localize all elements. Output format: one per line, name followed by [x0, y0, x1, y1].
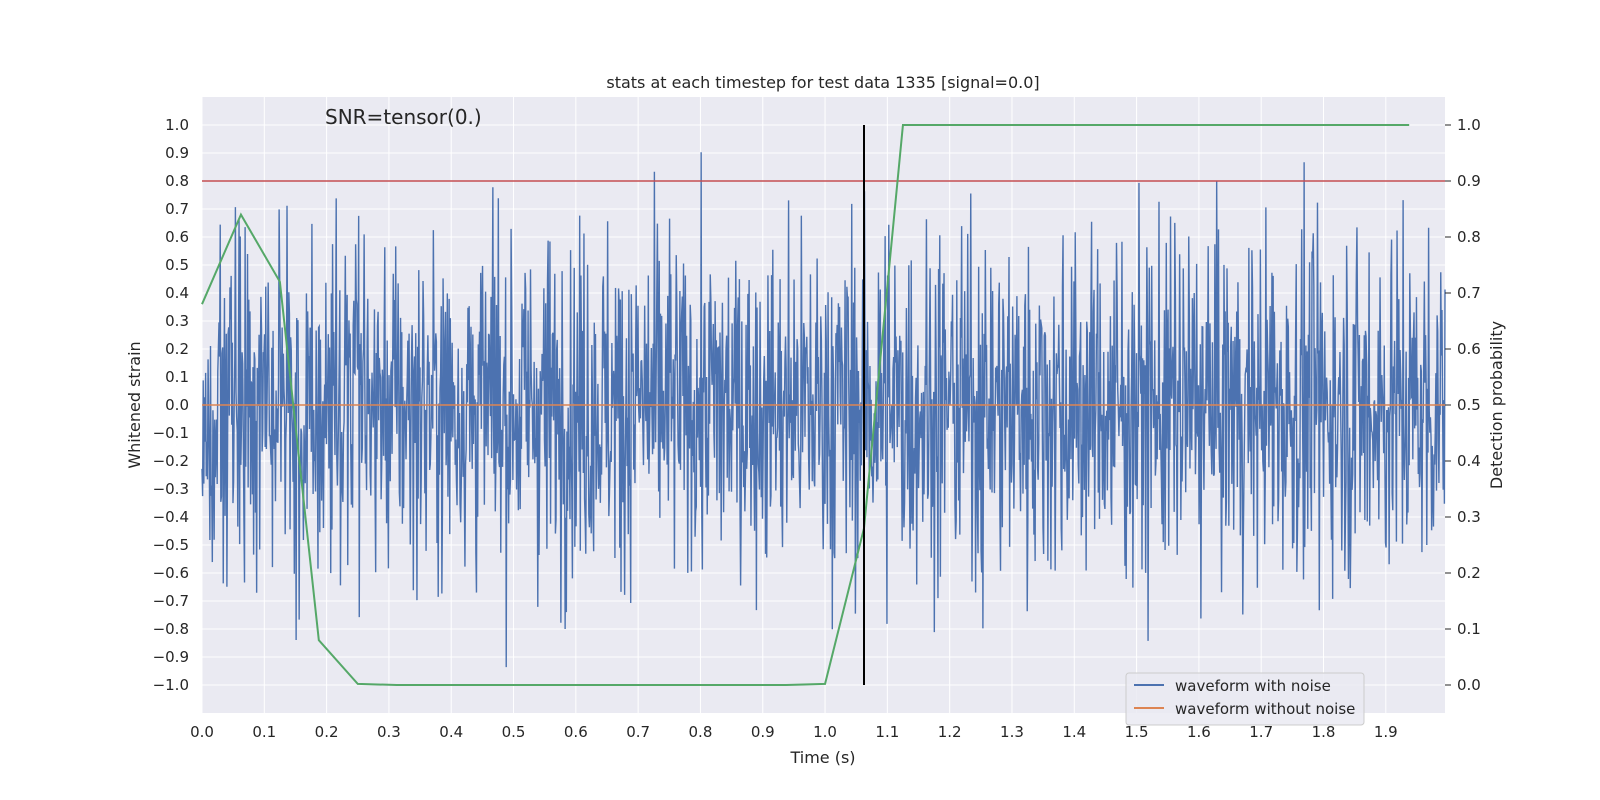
y2-tick-label: 0.7 — [1457, 284, 1481, 302]
x-tick-label: 0.0 — [190, 723, 214, 741]
series-waveform-with-noise — [201, 152, 1446, 668]
x-tick-label: 1.5 — [1125, 723, 1149, 741]
x-tick-label: 1.9 — [1374, 723, 1398, 741]
x-tick-label: 1.7 — [1249, 723, 1273, 741]
y2-tick-labels: 0.0 0.1 0.2 0.3 0.4 0.5 0.6 0.7 0.8 0.9 1.0 — [1445, 116, 1481, 694]
y-tick-label: −0.6 — [153, 564, 189, 582]
y2-tick-label: 0.4 — [1457, 452, 1481, 470]
y-tick-label: 0.1 — [165, 368, 189, 386]
y2-tick-label: 0.6 — [1457, 340, 1481, 358]
y-tick-label: 0.3 — [165, 312, 189, 330]
series-detection-probability — [201, 124, 1410, 686]
legend-box — [1125, 672, 1365, 726]
y-tick-label: 0.2 — [165, 340, 189, 358]
legend-label-without-noise: waveform without noise — [1175, 700, 1355, 718]
y2-tick-label: 0.8 — [1457, 228, 1481, 246]
y-tick-label: 0.4 — [165, 284, 189, 302]
y-tick-label: −0.9 — [153, 648, 189, 666]
x-tick-label: 1.0 — [813, 723, 837, 741]
x-tick-label: 1.3 — [1000, 723, 1024, 741]
y-tick-label: −0.4 — [153, 508, 189, 526]
y2-tick-label: 0.2 — [1457, 564, 1481, 582]
y-tick-label: 0.5 — [165, 256, 189, 274]
y2-tick-label: 0.3 — [1457, 508, 1481, 526]
x-tick-label: 0.2 — [315, 723, 339, 741]
y-tick-label: 0.6 — [165, 228, 189, 246]
y-tick-label: 0.7 — [165, 200, 189, 218]
y-tick-label: −0.2 — [153, 452, 189, 470]
y2-tick-label: 0.9 — [1457, 172, 1481, 190]
y-tick-label: −0.8 — [153, 620, 189, 638]
y-tick-label: 0.0 — [165, 396, 189, 414]
x-tick-label: 0.1 — [252, 723, 276, 741]
x-tick-labels: 0.0 0.1 0.2 0.3 0.4 0.5 0.6 0.7 0.8 0.9 1.0 1.1 1.2 1… — [190, 723, 1398, 741]
y-axis-label: Whitened strain — [125, 341, 144, 468]
x-tick-label: 1.4 — [1062, 723, 1086, 741]
y2-tick-label: 0.0 — [1457, 676, 1481, 694]
y-tick-label: −0.5 — [153, 536, 189, 554]
x-tick-label: 1.2 — [938, 723, 962, 741]
y2-tick-label: 0.5 — [1457, 396, 1481, 414]
chart-title: stats at each timestep for test data 133… — [606, 73, 1039, 92]
x-tick-label: 0.7 — [626, 723, 650, 741]
snr-annotation: SNR=tensor(0.) — [325, 105, 482, 129]
y2-axis-label: Detection probability — [1487, 321, 1506, 489]
x-tick-label: 1.6 — [1187, 723, 1211, 741]
x-tick-label: 0.8 — [689, 723, 713, 741]
y2-tick-label: 0.1 — [1457, 620, 1481, 638]
x-tick-label: 1.1 — [875, 723, 899, 741]
y-tick-label: −0.1 — [153, 424, 189, 442]
x-tick-label: 0.9 — [751, 723, 775, 741]
legend-label-with-noise: waveform with noise — [1175, 677, 1331, 695]
y-tick-label: −1.0 — [153, 676, 189, 694]
x-tick-label: 0.3 — [377, 723, 401, 741]
y-tick-labels: −1.0 −0.9 −0.8 −0.7 −0.6 −0.5 −0.4 −0.3 −0.2 −0.1… — [153, 116, 189, 694]
y-tick-label: −0.3 — [153, 480, 189, 498]
y-tick-label: 0.8 — [165, 172, 189, 190]
y-tick-label: 0.9 — [165, 144, 189, 162]
x-tick-label: 0.4 — [439, 723, 463, 741]
x-tick-label: 0.5 — [502, 723, 526, 741]
x-tick-label: 0.6 — [564, 723, 588, 741]
y-tick-label: −0.7 — [153, 592, 189, 610]
marks — [201, 124, 1446, 686]
y-tick-label: 1.0 — [165, 116, 189, 134]
y2-tick-label: 1.0 — [1457, 116, 1481, 134]
x-tick-label: 1.8 — [1312, 723, 1336, 741]
x-axis-label: Time (s) — [789, 748, 855, 767]
legend: waveform with noise waveform without noi… — [1125, 672, 1365, 726]
